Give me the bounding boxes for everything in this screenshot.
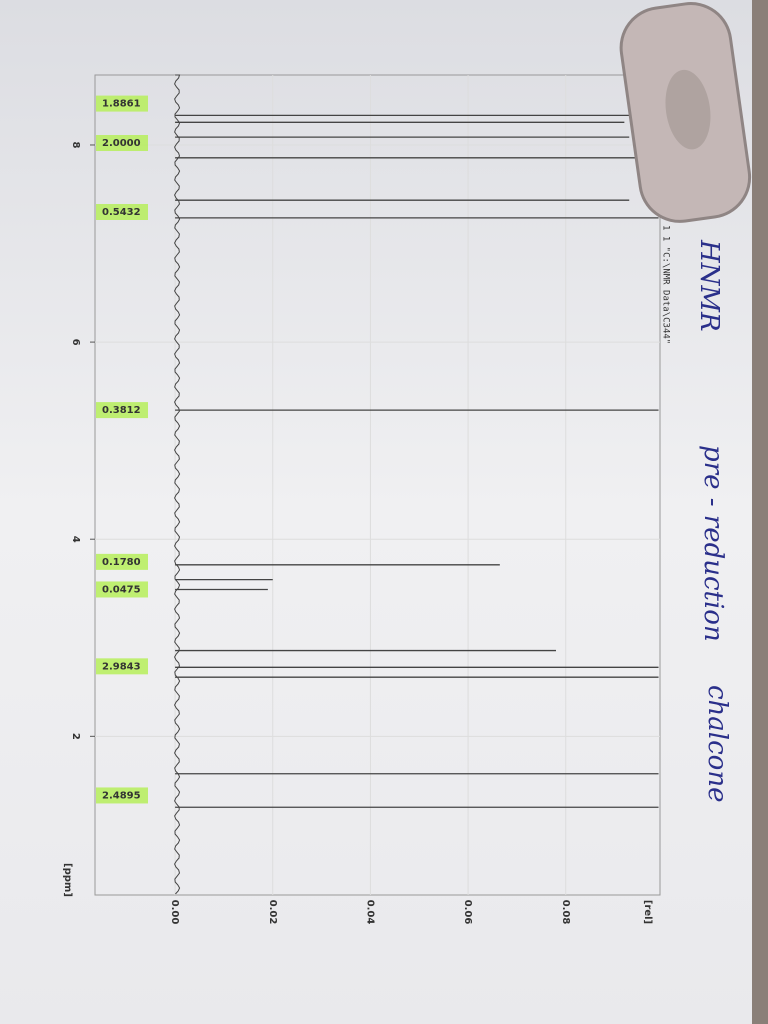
plot-frame xyxy=(94,74,661,896)
y-tick-label: 0.04 xyxy=(364,900,375,925)
x-tick-label: 6 xyxy=(70,339,81,346)
integral-highlight xyxy=(96,658,148,675)
integral-label: 0.0475 xyxy=(102,584,141,595)
integral-label: 2.9843 xyxy=(102,661,141,672)
integral-label: 0.1780 xyxy=(102,557,141,568)
integral-highlight xyxy=(96,203,148,220)
integral-label: 0.3812 xyxy=(102,405,141,416)
note-hnmr: HNMR xyxy=(694,239,724,332)
y-tick-label: 0.06 xyxy=(462,900,473,925)
x-tick-label: 4 xyxy=(70,536,81,543)
integral-label: 0.5432 xyxy=(102,207,141,218)
integral-label: 1.8861 xyxy=(102,99,141,110)
spectrum-plot: 0.00 0.02 0.04 0.06 0.08 8 6 4 2 [ppm] [rel] 1 1 "C… xyxy=(62,74,671,925)
x-tick-label: 2 xyxy=(70,733,81,740)
baseline xyxy=(174,74,181,895)
note-chalcone: chalcone xyxy=(702,685,732,802)
x-tick-label: 8 xyxy=(70,141,81,148)
integral-highlight xyxy=(96,95,148,112)
integral-highlight xyxy=(96,553,148,570)
integral-label: 2.4895 xyxy=(102,790,141,801)
integral-highlight xyxy=(96,402,148,419)
table-edge xyxy=(752,0,768,1024)
y-tick-label: 0.02 xyxy=(267,900,278,925)
integral-highlight xyxy=(96,787,148,804)
eraser-smudge xyxy=(665,69,711,150)
integral-highlight xyxy=(96,135,148,152)
file-label: 1 1 "C:\NMR Data\C344" xyxy=(661,225,671,344)
x-axis-label: [ppm] xyxy=(62,863,73,897)
note-pre-reduction: pre - reduction xyxy=(698,445,728,642)
integral-highlight xyxy=(96,581,148,598)
y-tick-label: 0.08 xyxy=(560,900,571,925)
y-axis-label: [rel] xyxy=(642,900,653,924)
y-tick-label: 0.00 xyxy=(169,900,180,925)
eraser xyxy=(619,2,752,223)
integral-label: 2.0000 xyxy=(102,138,141,149)
